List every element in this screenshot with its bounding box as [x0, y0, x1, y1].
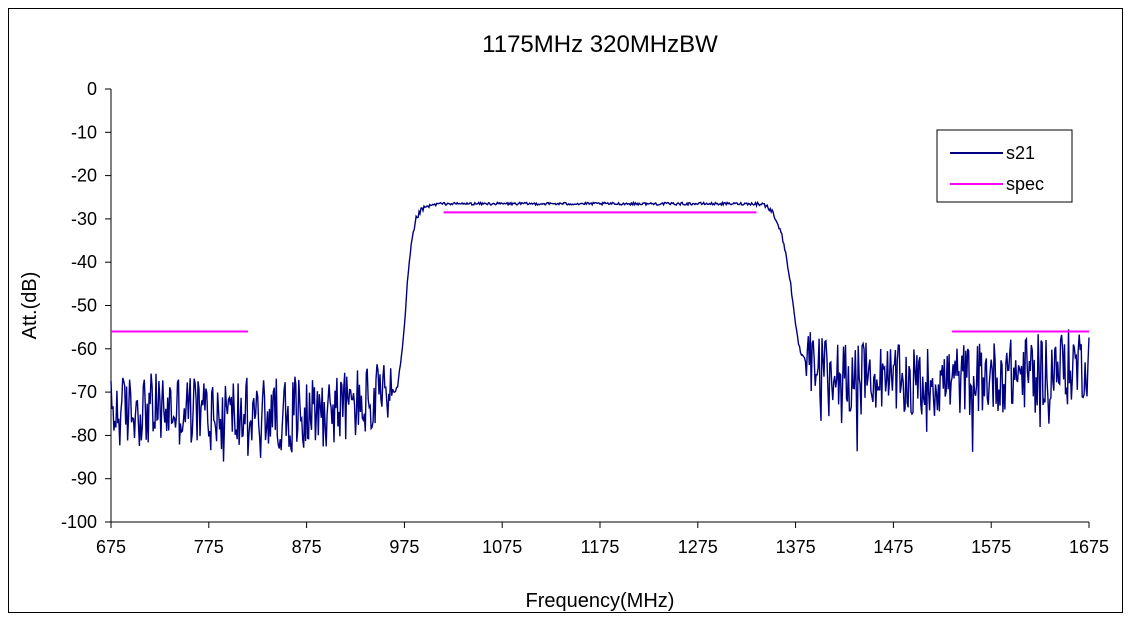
- x-tick-label: 1075: [482, 537, 522, 557]
- x-tick-label: 1475: [873, 537, 913, 557]
- y-tick-label: 0: [87, 79, 97, 99]
- legend-label-spec: spec: [1006, 174, 1044, 194]
- legend-label-s21: s21: [1006, 143, 1035, 163]
- x-tick-label: 975: [389, 537, 419, 557]
- series-s21-line: [110, 200, 1090, 462]
- x-tick-label: 1575: [971, 537, 1011, 557]
- y-tick-label: -60: [71, 339, 97, 359]
- x-tick-label: 675: [96, 537, 126, 557]
- y-tick-label: -70: [71, 382, 97, 402]
- chart-title: 1175MHz 320MHzBW: [482, 31, 718, 58]
- y-axis-title: Att.(dB): [19, 272, 41, 340]
- y-tick-label: -20: [71, 166, 97, 186]
- x-tick-label: 875: [292, 537, 322, 557]
- legend: s21 spec: [936, 129, 1073, 203]
- y-tick-label: -50: [71, 296, 97, 316]
- x-tick-label: 1175: [581, 537, 620, 557]
- y-tick-label: -90: [71, 469, 97, 489]
- x-tick-label: 1675: [1069, 537, 1109, 557]
- x-tick-label: 1375: [776, 537, 816, 557]
- legend-box: [936, 129, 1073, 203]
- y-tick-label: -40: [71, 252, 97, 272]
- y-tick-label: -100: [61, 512, 97, 532]
- x-tick-label: 1275: [678, 537, 718, 557]
- chart-frame: [8, 8, 1123, 613]
- y-tick-label: -80: [71, 425, 97, 445]
- x-tick-label: 775: [194, 537, 224, 557]
- x-axis-title: Frequency(MHz): [526, 590, 675, 612]
- y-tick-label: -30: [71, 209, 97, 229]
- plot-area: [110, 200, 1090, 462]
- y-tick-label: -10: [71, 122, 97, 142]
- axes: 0 -10 -20 -30 -40 -50 -60 -70 -80 -90 -100 675 775 87…: [61, 79, 1109, 557]
